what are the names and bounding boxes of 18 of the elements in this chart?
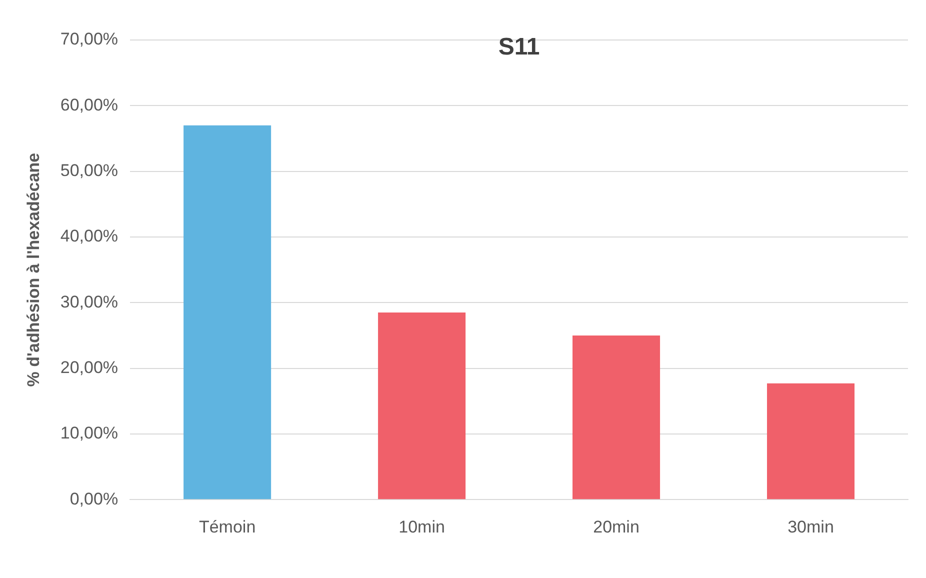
y-tick-label: 50,00%	[60, 161, 118, 180]
x-tick-label: 30min	[788, 517, 834, 536]
y-tick-label: 10,00%	[60, 424, 118, 443]
y-tick-label: 20,00%	[60, 358, 118, 377]
bar	[378, 312, 466, 500]
bar	[767, 383, 855, 500]
y-tick-label: 0,00%	[70, 489, 118, 508]
x-tick-label: 10min	[398, 517, 445, 536]
x-tick-label: Témoin	[198, 517, 256, 536]
bar	[184, 125, 272, 500]
x-tick-label: 20min	[593, 517, 640, 536]
chart-title: S11	[498, 34, 540, 61]
bar	[572, 335, 660, 500]
y-axis-title: % d'adhésion à l'hexadécane	[24, 152, 43, 387]
y-tick-label: 30,00%	[60, 292, 118, 312]
y-tick-label: 70,00%	[60, 30, 118, 49]
y-tick-label: 40,00%	[60, 226, 118, 246]
y-tick-label: 60,00%	[60, 95, 118, 114]
